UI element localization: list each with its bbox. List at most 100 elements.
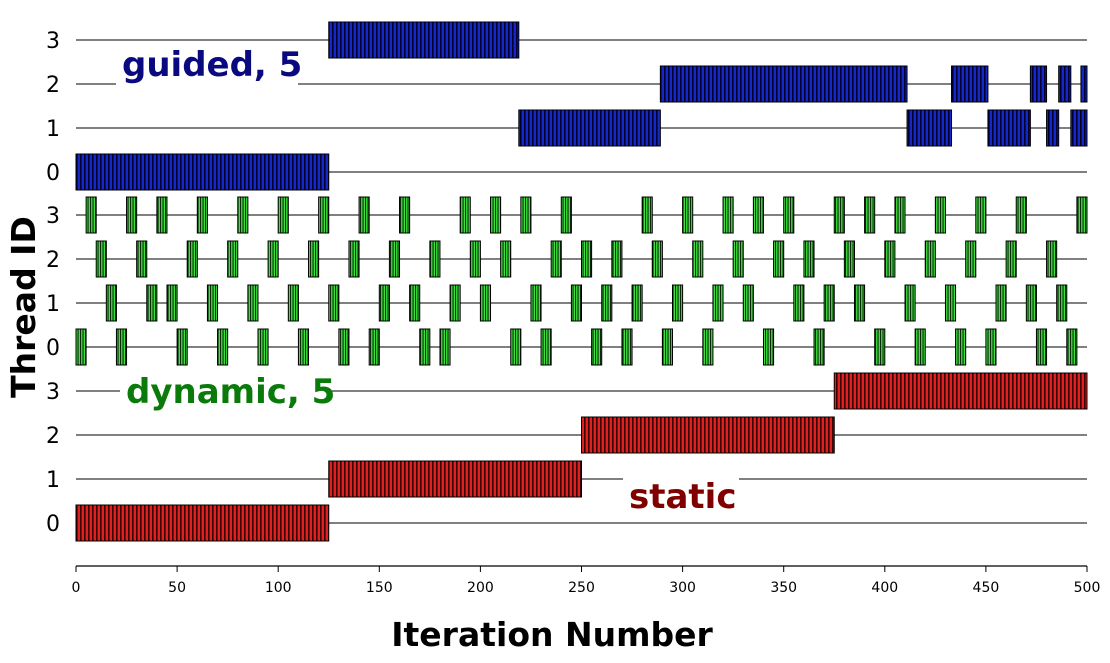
bar-dynamic-5-39 [469,240,481,278]
bar-dynamic-5-47 [550,240,562,278]
thread-tick-static-0: 0 [46,512,60,537]
bar-dynamic-5-0 [75,328,87,366]
bar-dynamic-5-23 [308,240,320,278]
bar-dynamic-5-22 [297,328,310,366]
bar-dynamic-5-52 [601,284,613,322]
thread-tick-guided-5-0: 0 [46,161,60,186]
bar-dynamic-5-85 [934,196,946,234]
bar-dynamic-5-46 [540,328,552,366]
bar-dynamic-5-98 [1066,328,1078,366]
label-bg-dynamic-5 [120,373,332,413]
bar-dynamic-5-49 [570,284,583,322]
bar-dynamic-5-59 [671,284,684,322]
bar-dynamic-5-14 [217,328,229,366]
bar-dynamic-5-26 [338,328,350,366]
x-tick-label-450: 450 [973,580,1000,596]
x-tick-label-500: 500 [1074,580,1101,596]
bar-dynamic-5-68 [762,328,775,366]
bar-guided-5-9 [1058,65,1072,103]
bar-dynamic-5-89 [975,196,987,234]
bar-dynamic-5-54 [621,328,633,366]
bar-dynamic-5-60 [682,196,694,234]
bar-dynamic-5-69 [773,240,785,278]
bar-dynamic-5-29 [368,328,380,366]
bar-dynamic-5-36 [439,328,451,366]
bar-dynamic-5-45 [530,284,542,322]
bar-guided-5-3 [659,65,908,103]
bar-dynamic-5-10 [176,328,188,366]
bar-guided-5-2 [518,109,661,147]
bar-dynamic-5-48 [560,196,572,234]
x-axis-title: Iteration Number [391,615,713,654]
x-tick-label-50: 50 [168,580,186,596]
bar-static-2 [581,416,835,454]
x-tick-label-0: 0 [72,580,81,596]
y-axis-title: Thread ID [4,216,43,398]
bar-dynamic-5-15 [227,240,239,278]
x-tick-labels: 0 50 100 150 200 250 300 350 400 450 500 [72,566,1101,596]
bar-dynamic-5-74 [823,284,835,322]
bar-dynamic-5-71 [793,284,805,322]
bar-dynamic-5-30 [378,284,390,322]
x-tick-label-400: 400 [871,580,898,596]
bar-guided-5-11 [1080,65,1088,103]
bar-dynamic-5-65 [732,240,744,278]
bar-dynamic-5-61 [692,240,704,278]
bar-dynamic-5-83 [914,328,926,366]
bar-dynamic-5-24 [318,196,330,234]
schedule-label-dynamic-5: dynamic, 5 [126,372,335,412]
bar-dynamic-5-42 [500,240,512,278]
bar-dynamic-5-99 [1076,196,1088,234]
bar-dynamic-5-78 [864,196,876,234]
bar-dynamic-5-38 [459,196,471,234]
bar-dynamic-5-5 [126,196,138,234]
bar-dynamic-5-64 [722,196,734,234]
bar-dynamic-5-18 [257,328,269,366]
x-tick-label-350: 350 [770,580,797,596]
bar-dynamic-5-9 [166,284,178,322]
bar-guided-5-1 [328,21,520,59]
bar-dynamic-5-76 [843,240,855,278]
bar-dynamic-5-90 [985,328,997,366]
bar-dynamic-5-33 [409,284,421,322]
bar-guided-5-8 [1046,109,1060,147]
bar-dynamic-5-93 [1015,196,1027,234]
schedule-label-guided-5: guided, 5 [122,45,302,85]
bar-guided-5-6 [987,109,1031,147]
bar-dynamic-5-43 [510,328,522,366]
bar-dynamic-5-82 [904,284,916,322]
bar-dynamic-5-75 [833,196,845,234]
bar-dynamic-5-37 [449,284,461,322]
bar-dynamic-5-80 [884,240,896,278]
thread-tick-dynamic-5-0: 0 [46,336,60,361]
bar-dynamic-5-73 [813,328,825,366]
schedule-bars [75,21,1088,542]
bar-static-3 [833,372,1088,410]
bar-dynamic-5-63 [712,284,724,322]
bar-dynamic-5-41 [490,196,502,234]
bar-dynamic-5-55 [631,284,643,322]
bar-static-1 [328,460,582,498]
thread-tick-static-2: 2 [46,424,60,449]
bar-guided-5-5 [951,65,989,103]
x-tick-label-250: 250 [568,580,595,596]
bar-dynamic-5-86 [944,284,957,322]
bar-dynamic-5-77 [853,284,866,322]
bar-guided-5-7 [1029,65,1048,103]
bar-dynamic-5-25 [328,284,340,322]
thread-tick-guided-5-2: 2 [46,73,60,98]
label-bg-guided-5 [116,46,298,86]
bar-dynamic-5-20 [277,196,289,234]
bar-dynamic-5-72 [803,240,815,278]
thread-tick-guided-5-3: 3 [46,29,60,54]
bar-dynamic-5-70 [783,196,795,234]
bar-dynamic-5-95 [1035,328,1048,366]
bar-static-0 [75,504,330,542]
bar-guided-5-12 [1080,109,1088,147]
bar-dynamic-5-35 [429,240,441,278]
thread-tick-static-3: 3 [46,380,60,405]
bar-dynamic-5-57 [651,240,663,278]
bar-dynamic-5-84 [924,240,936,278]
bar-dynamic-5-7 [146,284,158,322]
